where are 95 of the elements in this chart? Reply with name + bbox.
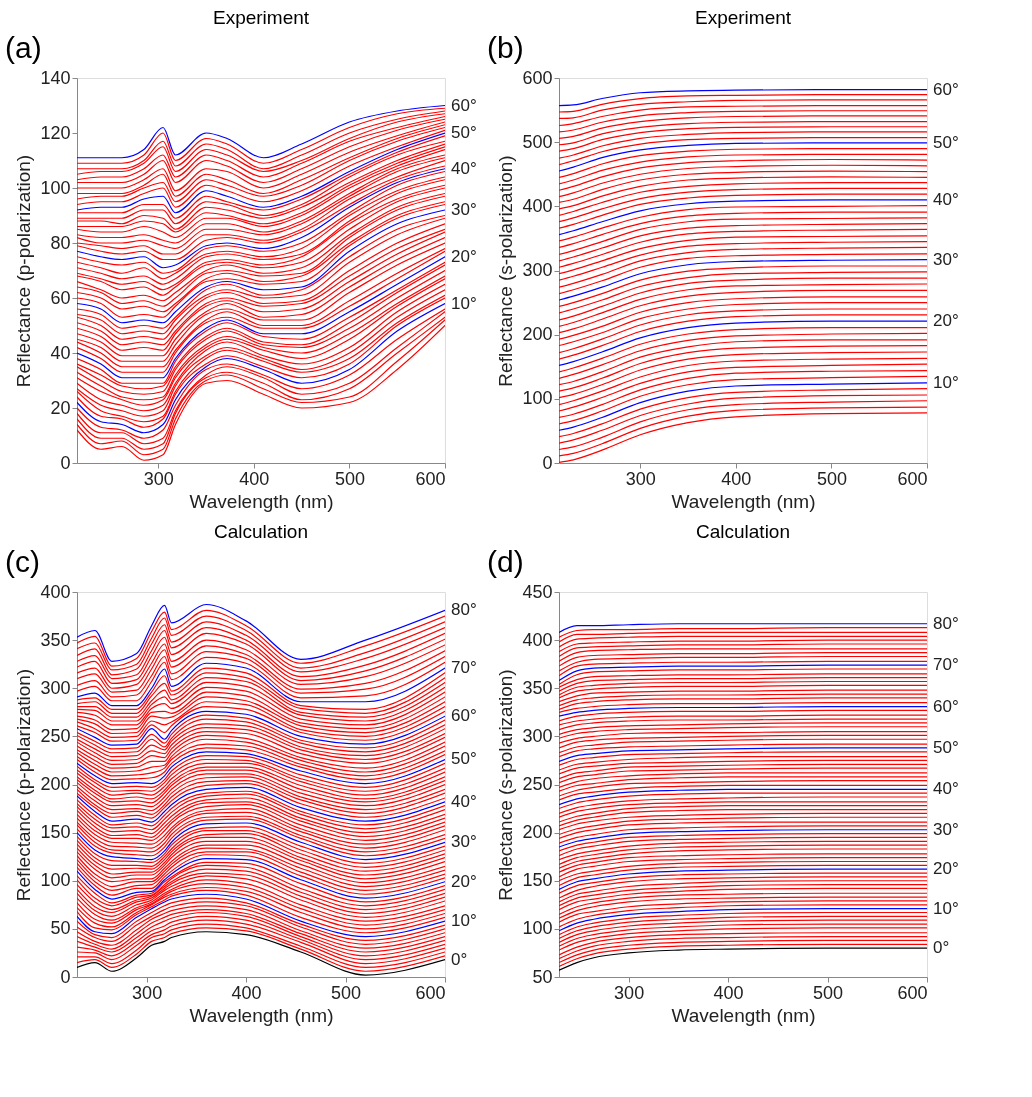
series-label: 60°: [451, 95, 477, 115]
y-tick-label: 60: [50, 287, 71, 308]
x-tick-label: 500: [813, 982, 844, 1003]
y-tick-label: 0: [60, 966, 71, 987]
y-tick-label: 300: [40, 677, 71, 698]
x-axis-title: Wavelength (nm): [671, 490, 816, 512]
series-label: 50°: [451, 123, 477, 142]
x-tick-label: 500: [331, 982, 362, 1003]
series-label: 80°: [933, 613, 959, 633]
series-label: 60°: [451, 706, 477, 726]
y-tick-label: 400: [522, 195, 553, 216]
y-tick-label: 0: [60, 452, 71, 473]
y-axis-title: Reflectance (p-polarization): [13, 154, 35, 388]
series-label: 70°: [451, 658, 477, 678]
y-tick-label: 300: [522, 260, 553, 280]
series-label: 10°: [451, 911, 477, 931]
x-tick-label: 500: [816, 468, 847, 489]
series-label: 10°: [933, 898, 959, 918]
y-axis-title: Reflectance (p-polarization): [13, 668, 35, 902]
y-axis-title: Reflectance (s-polarization): [495, 669, 517, 901]
y-tick-label: 150: [40, 822, 71, 843]
series-label: 60°: [933, 79, 959, 99]
series-label: 70°: [933, 655, 959, 675]
series-label: 20°: [451, 871, 477, 891]
y-tick-label: 20: [50, 397, 71, 418]
series-label: 20°: [933, 311, 959, 331]
y-tick-label: 600: [522, 67, 553, 88]
y-tick-label: 400: [40, 581, 71, 602]
text: (c): [5, 545, 40, 578]
text: (a): [5, 31, 42, 64]
series-label: 60°: [933, 696, 959, 716]
y-tick-label: 140: [40, 67, 71, 88]
chart-title: Calculation: [214, 521, 308, 542]
x-tick-label: 300: [614, 982, 645, 1003]
y-tick-label: 50: [50, 918, 71, 939]
series-label: 10°: [933, 372, 959, 392]
series-label: 40°: [933, 189, 959, 209]
chart-title: Experiment: [694, 7, 792, 28]
y-tick-label: 100: [40, 177, 71, 198]
y-tick-label: 350: [40, 629, 71, 650]
series-label: 10°: [451, 293, 477, 313]
y-tick-label: 80: [50, 232, 71, 253]
text: (d): [487, 545, 524, 578]
x-tick-label: 300: [143, 468, 174, 489]
series-label: 40°: [451, 791, 477, 811]
series-label: 20°: [451, 246, 477, 266]
y-tick-label: 40: [50, 342, 71, 363]
x-tick-label: 400: [239, 468, 270, 489]
y-tick-label: 200: [522, 324, 553, 345]
y-tick-label: 300: [522, 725, 553, 746]
series-label: 20°: [933, 859, 959, 879]
y-tick-label: 150: [522, 870, 553, 891]
y-tick-label: 450: [522, 581, 553, 602]
y-tick-label: 200: [522, 822, 553, 843]
y-axis-title: Reflectance (s-polarization): [495, 155, 517, 387]
chart-title: Experiment: [212, 7, 310, 28]
y-tick-label: 200: [40, 774, 71, 794]
series-label: 30°: [933, 819, 959, 839]
x-axis-title: Wavelength (nm): [189, 490, 334, 512]
series-label: 50°: [451, 749, 477, 769]
series-label: 50°: [933, 737, 959, 757]
x-tick-label: 400: [231, 982, 262, 1003]
y-tick-label: 100: [522, 388, 553, 409]
series-label: 30°: [451, 200, 477, 219]
y-tick-label: 250: [522, 774, 553, 794]
text: (b): [487, 31, 524, 64]
y-tick-label: 250: [40, 725, 71, 746]
x-tick-label: 300: [132, 982, 163, 1003]
chart-title: Calculation: [696, 521, 790, 542]
series-label: 30°: [933, 249, 959, 269]
x-tick-label: 300: [625, 468, 656, 489]
y-tick-label: 100: [40, 870, 71, 891]
y-tick-label: 0: [542, 452, 553, 473]
series-label: 30°: [451, 832, 477, 852]
y-tick-label: 500: [522, 131, 553, 152]
series-label: 0°: [933, 938, 950, 958]
x-tick-label: 500: [334, 468, 365, 489]
series-label: 40°: [933, 779, 959, 799]
series-label: 0°: [451, 949, 468, 969]
y-tick-label: 50: [532, 966, 553, 987]
x-tick-label: 400: [721, 468, 752, 489]
y-tick-label: 120: [40, 122, 71, 143]
series-label: 40°: [451, 158, 477, 178]
x-tick-label: 400: [713, 982, 744, 1003]
x-tick-label: 600: [415, 982, 446, 1003]
y-tick-label: 400: [522, 629, 553, 650]
y-tick-label: 100: [522, 918, 553, 939]
y-tick-label: 350: [522, 677, 553, 698]
x-axis-title: Wavelength (nm): [189, 1004, 334, 1026]
series-label: 50°: [933, 132, 959, 152]
x-tick-label: 600: [897, 982, 928, 1003]
x-tick-label: 600: [415, 468, 446, 489]
x-tick-label: 600: [897, 468, 928, 489]
series-label: 80°: [451, 600, 477, 620]
x-axis-title: Wavelength (nm): [671, 1004, 816, 1026]
